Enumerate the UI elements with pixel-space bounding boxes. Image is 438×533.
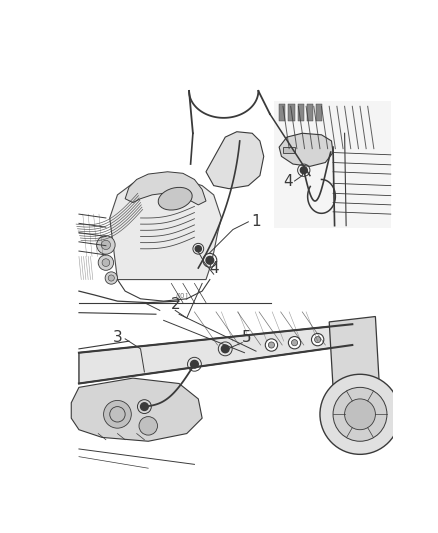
Ellipse shape [158,188,192,210]
Circle shape [291,340,298,346]
Circle shape [105,272,117,284]
Circle shape [139,417,158,435]
Polygon shape [71,378,202,441]
Circle shape [311,334,324,346]
Circle shape [206,256,214,264]
Circle shape [288,336,301,349]
Circle shape [97,236,115,254]
Bar [298,104,304,121]
Circle shape [98,255,113,270]
Circle shape [110,407,125,422]
Circle shape [333,387,387,441]
Bar [288,104,294,121]
Circle shape [265,339,278,351]
Circle shape [141,403,148,410]
Circle shape [221,345,229,353]
Circle shape [191,360,198,368]
Polygon shape [79,324,352,384]
Circle shape [345,399,375,430]
Circle shape [102,259,110,266]
Text: 1: 1 [251,214,261,229]
Circle shape [314,336,321,343]
Text: $\mathit{I}$[0]: $\mathit{I}$[0] [175,292,189,302]
Bar [307,104,313,121]
Polygon shape [329,317,379,387]
Text: 4: 4 [283,174,293,189]
Text: 3: 3 [113,330,122,345]
Circle shape [101,240,110,249]
Bar [279,104,285,121]
Polygon shape [125,172,206,205]
Polygon shape [283,147,294,152]
Circle shape [103,400,131,428]
Text: 2: 2 [170,297,180,312]
Text: 5: 5 [242,330,251,345]
Circle shape [300,167,307,174]
Circle shape [320,374,400,454]
Polygon shape [279,133,333,166]
Text: 4: 4 [209,261,219,276]
Circle shape [195,246,201,252]
Polygon shape [110,178,221,280]
Circle shape [268,342,275,348]
Polygon shape [206,132,264,189]
Circle shape [338,334,344,341]
Circle shape [335,331,347,343]
Bar [274,101,391,228]
Bar [316,104,322,121]
Circle shape [108,275,114,281]
